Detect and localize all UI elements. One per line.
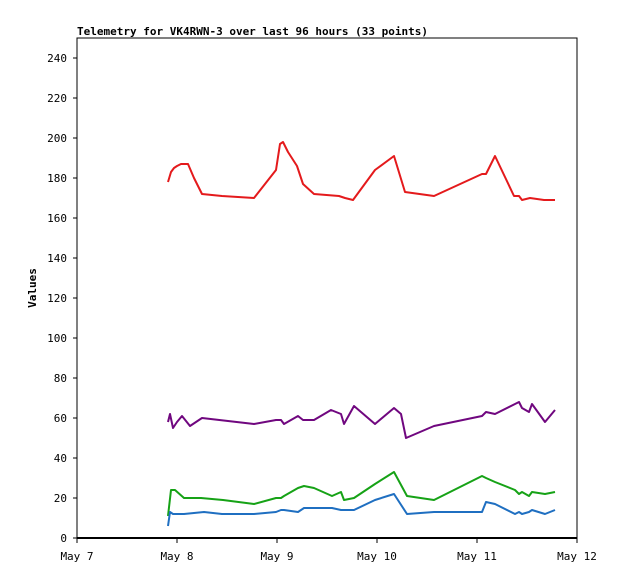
y-tick-label: 0 <box>60 532 67 545</box>
x-axis: May 7 May 8 May 9 May 10 May 11 May 12 <box>60 538 597 563</box>
x-tick-label: May 10 <box>357 550 397 563</box>
series-line-3 <box>167 471 556 517</box>
x-tick-label: May 11 <box>457 550 497 563</box>
y-axis: 0 20 40 60 80 100 120 140 160 180 200 220 240 <box>47 52 77 545</box>
x-tick-label: May 9 <box>260 550 293 563</box>
y-tick-label: 220 <box>47 92 67 105</box>
x-tick-label: May 8 <box>160 550 193 563</box>
series-line-4 <box>167 493 556 527</box>
y-tick-label: 140 <box>47 252 67 265</box>
y-tick-label: 100 <box>47 332 67 345</box>
series-layer <box>167 141 556 527</box>
y-tick-label: 200 <box>47 132 67 145</box>
y-tick-label: 160 <box>47 212 67 225</box>
y-axis-title: Values <box>26 268 39 308</box>
y-tick-label: 180 <box>47 172 67 185</box>
x-tick-label: May 12 <box>557 550 597 563</box>
y-tick-label: 20 <box>54 492 67 505</box>
chart-title: Telemetry for VK4RWN-3 over last 96 hour… <box>77 25 428 38</box>
series-line-2 <box>167 401 556 439</box>
x-tick-label: May 7 <box>60 550 93 563</box>
y-tick-label: 80 <box>54 372 67 385</box>
y-tick-label: 120 <box>47 292 67 305</box>
plot-frame <box>76 37 578 539</box>
series-line-1 <box>167 141 555 201</box>
y-tick-label: 240 <box>47 52 67 65</box>
y-tick-label: 40 <box>54 452 67 465</box>
y-tick-label: 60 <box>54 412 67 425</box>
